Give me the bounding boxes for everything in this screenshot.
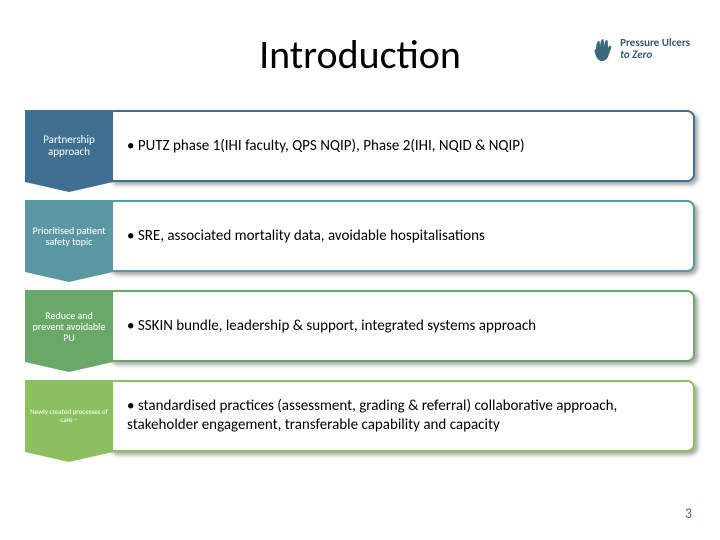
label-newly: Newly created processes of care – xyxy=(25,380,113,452)
content-partnership: • PUTZ phase 1(IHI faculty, QPS NQIP), P… xyxy=(107,110,695,182)
hand-icon xyxy=(592,35,614,63)
content-newly: • standardised practices (assessment, gr… xyxy=(107,380,695,452)
content-text: • PUTZ phase 1(IHI faculty, QPS NQIP), P… xyxy=(127,137,525,156)
logo-line2: to Zero xyxy=(620,49,690,61)
label-prioritised: Prioritised patient safety topic xyxy=(25,200,113,272)
logo-text: Pressure Ulcers to Zero xyxy=(620,37,690,61)
brand-logo: Pressure Ulcers to Zero xyxy=(592,35,690,63)
label-text: Newly created processes of care – xyxy=(29,408,109,423)
label-text: Reduce and prevent avoidable PU xyxy=(29,310,109,343)
label-partnership: Partnership approach xyxy=(25,110,113,182)
label-reduce: Reduce and prevent avoidable PU xyxy=(25,290,113,362)
content-text: • SSKIN bundle, leadership & support, in… xyxy=(127,317,536,336)
content-prioritised: • SRE, associated mortality data, avoida… xyxy=(107,200,695,272)
content-rows: Partnership approach • PUTZ phase 1(IHI … xyxy=(25,110,695,470)
row-partnership: Partnership approach • PUTZ phase 1(IHI … xyxy=(25,110,695,182)
content-text: • standardised practices (assessment, gr… xyxy=(127,397,679,435)
content-reduce: • SSKIN bundle, leadership & support, in… xyxy=(107,290,695,362)
content-text: • SRE, associated mortality data, avoida… xyxy=(127,227,485,246)
row-reduce: Reduce and prevent avoidable PU • SSKIN … xyxy=(25,290,695,362)
label-text: Partnership approach xyxy=(29,134,109,158)
row-newly: Newly created processes of care – • stan… xyxy=(25,380,695,452)
page-number: 3 xyxy=(685,505,692,522)
label-text: Prioritised patient safety topic xyxy=(29,225,109,247)
row-prioritised: Prioritised patient safety topic • SRE, … xyxy=(25,200,695,272)
